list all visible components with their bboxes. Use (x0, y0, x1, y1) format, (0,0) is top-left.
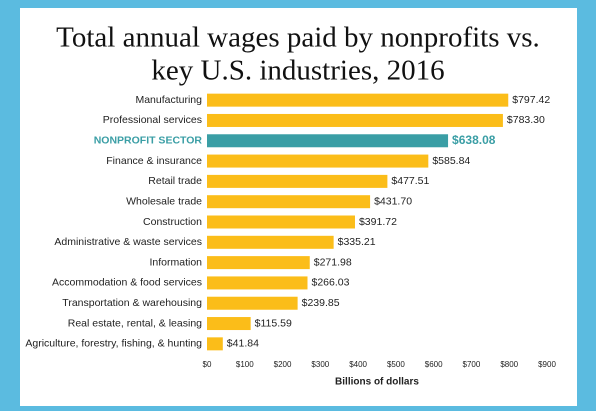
bar (207, 195, 371, 209)
bar (207, 256, 310, 270)
x-tick-label: $800 (500, 360, 518, 369)
category-label: Information (149, 256, 202, 268)
category-label: Construction (143, 216, 202, 228)
category-label: Wholesale trade (126, 195, 202, 207)
x-tick-label: $100 (236, 360, 254, 369)
bar (207, 337, 223, 351)
bar (207, 174, 388, 188)
bar (207, 215, 355, 229)
value-label: $335.21 (338, 236, 376, 248)
value-label: $41.84 (227, 338, 259, 350)
x-axis-label: Billions of dollars (335, 377, 419, 388)
bar (207, 154, 429, 168)
category-label: Transportation & warehousing (62, 297, 202, 309)
x-tick-label: $200 (274, 360, 292, 369)
category-label: Real estate, rental, & leasing (68, 317, 202, 329)
x-tick-label: $700 (463, 360, 481, 369)
value-label: $585.84 (432, 155, 470, 167)
value-label: $477.51 (391, 175, 429, 187)
x-tick-label: $500 (387, 360, 405, 369)
x-tick-label: $400 (349, 360, 367, 369)
bar (207, 235, 334, 249)
category-label: NONPROFIT SECTOR (94, 135, 203, 147)
x-tick-label: $300 (311, 360, 329, 369)
bar (207, 93, 509, 107)
value-label: $115.59 (255, 317, 292, 329)
bar (207, 134, 449, 148)
bar (207, 113, 503, 127)
value-label: $431.70 (374, 195, 412, 207)
value-label: $266.03 (312, 277, 350, 289)
category-label: Administrative & waste services (54, 236, 202, 248)
x-tick-label: $600 (425, 360, 443, 369)
category-label: Manufacturing (135, 94, 202, 106)
value-label: $638.08 (452, 133, 496, 147)
bar (207, 276, 308, 290)
x-tick-label: $900 (538, 360, 556, 369)
category-label: Accommodation & food services (52, 277, 202, 289)
value-label: $783.30 (507, 114, 545, 126)
value-label: $391.72 (359, 216, 397, 228)
category-label: Finance & insurance (106, 155, 202, 167)
category-label: Professional services (103, 114, 202, 126)
chart-title: Total annual wages paid by nonprofits vs… (56, 22, 540, 54)
chart-title: key U.S. industries, 2016 (151, 55, 444, 87)
category-label: Agriculture, forestry, fishing, & huntin… (25, 338, 202, 350)
bar (207, 317, 251, 331)
value-label: $797.42 (512, 94, 550, 106)
x-tick-label: $0 (203, 360, 212, 369)
bar (207, 296, 298, 310)
category-label: Retail trade (148, 175, 202, 187)
value-label: $271.98 (314, 256, 352, 268)
value-label: $239.85 (302, 297, 340, 309)
